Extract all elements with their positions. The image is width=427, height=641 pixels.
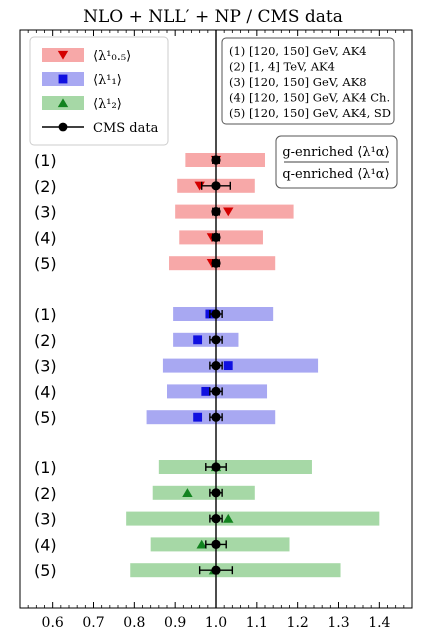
dataset-info-box: (1) [120, 150] GeV, AK4 (2) [1, 4] TeV, A…	[221, 37, 395, 125]
row-label: (5)	[34, 254, 57, 273]
row-label: (4)	[34, 228, 57, 247]
dataset-info-line: (3) [120, 150] GeV, AK8	[229, 75, 367, 89]
x-tick-label: 0.7	[82, 615, 104, 631]
prediction-band	[158, 460, 312, 474]
x-tick-label: 1.2	[287, 615, 309, 631]
data-point	[211, 361, 221, 371]
data-point	[211, 539, 221, 550]
legend-label: ⟨λ¹₁⟩	[93, 73, 122, 88]
row-label: (1)	[34, 151, 57, 170]
x-tick-label: 1.0	[205, 615, 227, 631]
dataset-info-line: (4) [120, 150] GeV, AK4 Ch.	[229, 91, 390, 105]
x-tick-label: 0.8	[123, 615, 145, 631]
x-tick-label: 1.3	[327, 615, 349, 631]
row-label: (4)	[34, 535, 57, 554]
prediction-marker	[193, 412, 203, 422]
prediction-marker	[201, 386, 211, 396]
dataset-info-frame	[221, 37, 395, 125]
row-label: (5)	[34, 408, 57, 427]
prediction-band	[175, 204, 294, 219]
data-point	[211, 155, 221, 165]
g-enriched-label: g-enriched ⟨λ¹α⟩	[282, 145, 389, 160]
data-point	[211, 412, 221, 422]
prediction-marker	[223, 361, 233, 371]
row-label: (1)	[34, 458, 57, 477]
row-label: (5)	[34, 561, 57, 580]
x-tick-label: 1.1	[246, 615, 268, 631]
data-point	[211, 258, 221, 268]
prediction-band	[179, 230, 263, 245]
chart-title: NLO + NLL′ + NP / CMS data	[83, 7, 343, 27]
prediction-band	[162, 358, 319, 373]
prediction-marker	[196, 539, 207, 549]
prediction-band	[173, 307, 274, 321]
data-point	[211, 181, 221, 191]
legend-marker	[57, 98, 69, 108]
x-tick-label: 1.4	[368, 615, 390, 631]
prediction-band	[152, 485, 255, 500]
row-label: (2)	[34, 331, 57, 350]
row-label: (2)	[34, 177, 57, 196]
legend-label: ⟨λ¹₀.₅⟩	[93, 49, 131, 64]
row-label: (3)	[34, 510, 57, 529]
row-label: (1)	[34, 305, 57, 324]
data-point	[211, 207, 221, 217]
prediction-band	[169, 256, 276, 271]
row-label: (3)	[34, 357, 57, 376]
row-label: (3)	[34, 203, 57, 222]
legend-frame	[29, 36, 169, 146]
legend-label: ⟨λ¹₂⟩	[93, 97, 122, 112]
dataset-info-line: (1) [120, 150] GeV, AK4	[229, 44, 367, 58]
data-point	[211, 309, 221, 319]
dataset-info-line: (5) [120, 150] GeV, AK4, SD	[229, 106, 391, 120]
data-point	[211, 514, 221, 524]
legend: ⟨λ¹₀.₅⟩ ⟨λ¹₁⟩ ⟨λ¹₂⟩ CMS data	[29, 36, 169, 146]
dataset-info-line: (2) [1, 4] TeV, AK4	[229, 60, 335, 74]
data-point	[211, 462, 221, 472]
x-tick-label: 0.9	[164, 615, 186, 631]
legend-marker	[58, 74, 68, 84]
data-point	[211, 335, 221, 345]
legend-marker	[57, 50, 69, 60]
data-point	[211, 232, 221, 242]
row-label: (4)	[34, 382, 57, 401]
enrichment-box: g-enriched ⟨λ¹α⟩ q-enriched ⟨λ¹α⟩	[275, 135, 398, 189]
prediction-band	[173, 332, 239, 347]
prediction-marker	[193, 335, 203, 345]
prediction-band	[130, 563, 341, 578]
legend-marker	[58, 122, 68, 132]
q-enriched-label: q-enriched ⟨λ¹α⟩	[282, 167, 389, 182]
legend-label: CMS data	[93, 121, 159, 136]
row-label: (2)	[34, 484, 57, 503]
prediction-marker	[182, 488, 193, 497]
data-point	[211, 386, 221, 396]
x-tick-label: 0.6	[42, 615, 64, 631]
data-point	[211, 488, 221, 498]
prediction-marker	[223, 207, 234, 217]
prediction-band	[126, 511, 380, 526]
prediction-marker	[223, 513, 234, 523]
prediction-band	[185, 153, 265, 167]
data-point	[211, 565, 221, 575]
